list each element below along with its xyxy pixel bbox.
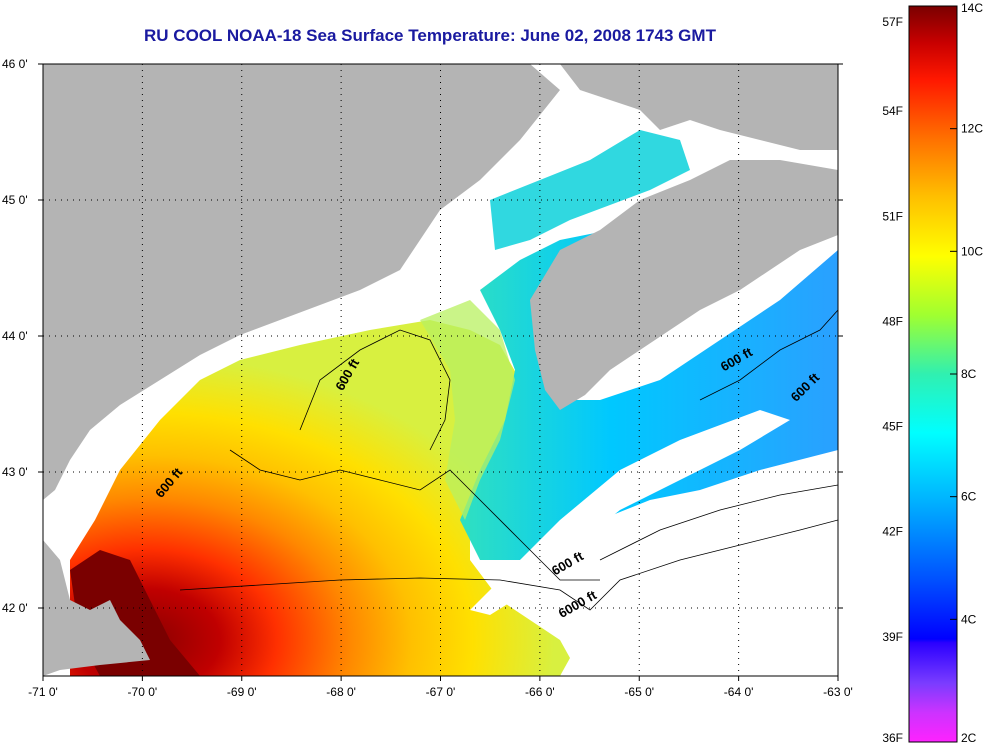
lat-tick-label: 42 0' [2, 601, 28, 615]
land-maine [43, 64, 560, 500]
map-layers [43, 64, 838, 676]
lat-tick-label: 45 0' [2, 193, 28, 207]
lon-tick-label: -67 0' [426, 685, 456, 699]
lon-tick-label: -66 0' [525, 685, 555, 699]
colorbar-label-fahrenheit: 45F [882, 420, 903, 434]
colorbar-label-fahrenheit: 39F [882, 630, 903, 644]
gulf-of-maine-warm-water [70, 320, 580, 676]
lon-tick-label: -68 0' [326, 685, 356, 699]
contour-600ft-central [299, 329, 451, 451]
colorbar-label-celsius: 6C [961, 490, 977, 504]
lat-tick-label: 46 0' [2, 57, 28, 71]
lon-tick-label: -69 0' [227, 685, 257, 699]
colorbar-label-fahrenheit: 36F [882, 731, 903, 745]
gridlines [43, 64, 838, 676]
colorbar-label-fahrenheit: 42F [882, 525, 903, 539]
colorbar-label-celsius: 10C [961, 244, 983, 258]
colorbar-label-fahrenheit: 48F [882, 314, 903, 328]
colorbar [908, 5, 958, 743]
lon-tick-label: -63 0' [823, 685, 853, 699]
colorbar-label-fahrenheit: 54F [882, 104, 903, 118]
bathymetry-contours [179, 309, 838, 611]
cloud-streak [470, 410, 790, 615]
colorbar-label-celsius: 2C [961, 731, 977, 745]
colorbar-labels: 57F 54F 51F 48F 45F 42F 39F 36F 14C 12C 10C 8C 6C 4C 2… [882, 1, 983, 745]
colorbar-label-celsius: 12C [961, 122, 983, 136]
colorbar-label-fahrenheit: 57F [882, 15, 903, 29]
lat-tick-label: 43 0' [2, 465, 28, 479]
transition-water [420, 300, 515, 520]
land-new-brunswick [560, 64, 838, 150]
contour-600ft-west [229, 449, 600, 581]
contour-6000ft [179, 519, 838, 611]
colorbar-label-fahrenheit: 51F [882, 209, 903, 223]
colorbar-label-celsius: 14C [961, 1, 983, 15]
axis-ticks: -71 0' -70 0' -69 0' -68 0' -67 0' -66 0' -65 … [2, 57, 853, 699]
lat-tick-label: 44 0' [2, 329, 28, 343]
lon-tick-label: -65 0' [624, 685, 654, 699]
contour-shelf-edge [599, 484, 838, 561]
colorbar-label-celsius: 8C [961, 367, 977, 381]
map-title: RU COOL NOAA-18 Sea Surface Temperature:… [144, 26, 716, 45]
land-massachusetts [43, 540, 150, 676]
lon-tick-label: -70 0' [128, 685, 158, 699]
offshore-no-data [560, 480, 838, 676]
colorbar-label-celsius: 4C [961, 612, 977, 626]
lon-tick-label: -71 0' [28, 685, 58, 699]
land-nova-scotia [530, 160, 838, 410]
contour-600ft-east [699, 309, 838, 401]
lon-tick-label: -64 0' [724, 685, 754, 699]
